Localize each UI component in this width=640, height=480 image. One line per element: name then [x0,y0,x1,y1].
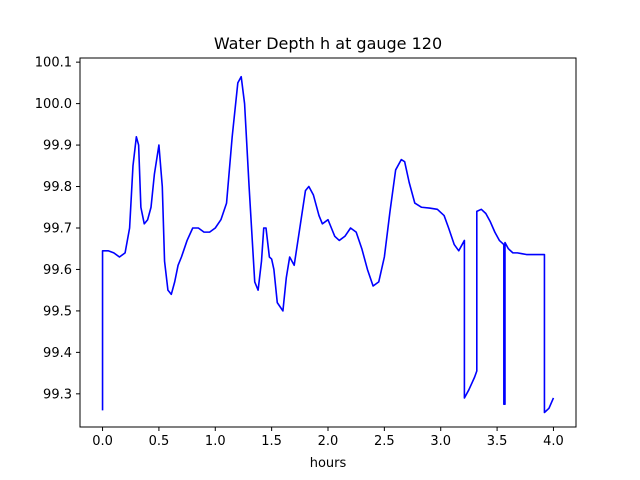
x-tick-label: 4.0 [543,434,564,449]
plot-area: 0.0 0.5 1.0 1.5 2.0 2.5 3.0 3.5 4.0 99.3 99.4 99.5 9… [35,56,577,449]
x-axis-label: hours [310,456,347,471]
x-tick-label: 1.5 [261,434,282,449]
x-tick-label: 2.0 [318,434,339,449]
x-tick-label: 1.0 [205,434,226,449]
y-tick-label: 99.7 [43,221,72,236]
x-tick-label: 0.5 [149,434,170,449]
y-tick-label: 99.4 [43,346,72,361]
chart-title: Water Depth h at gauge 120 [214,34,442,53]
y-tick-label: 99.6 [43,263,72,278]
y-tick-label: 99.3 [43,387,72,402]
x-tick-label: 0.0 [92,434,113,449]
x-tick-label: 2.5 [374,434,395,449]
y-tick-label: 100.1 [35,56,72,71]
y-tick-label: 99.9 [43,139,72,154]
x-tick-label: 3.5 [487,434,508,449]
series-line-0 [101,75,555,414]
x-tick-label: 3.0 [430,434,451,449]
y-tick-label: 99.8 [43,180,72,195]
y-tick-label: 99.5 [43,304,72,319]
y-tick-label: 100.0 [35,97,72,112]
